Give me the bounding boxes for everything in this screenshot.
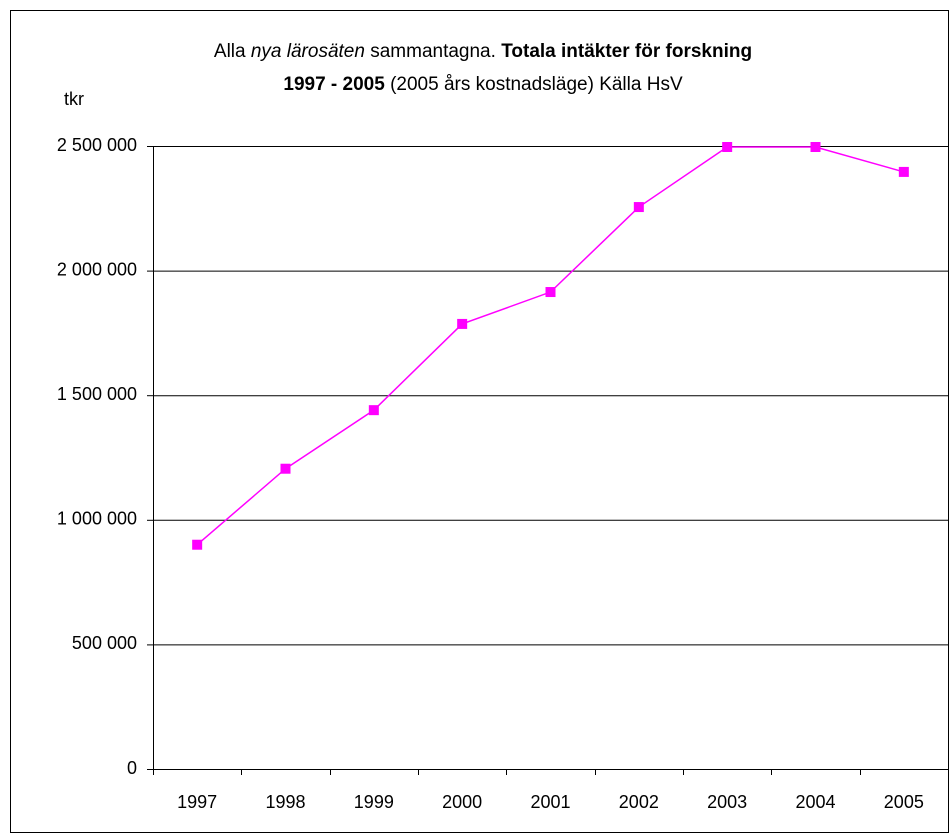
title-part: sammantagna. <box>365 41 501 62</box>
data-point <box>722 141 733 152</box>
y-tick-label: 2 000 000 <box>57 259 137 279</box>
data-point <box>898 166 909 177</box>
y-tick-label: 0 <box>127 758 137 778</box>
data-point <box>368 405 379 416</box>
x-tick-label: 2004 <box>795 792 835 812</box>
data-point <box>280 463 291 474</box>
x-tick-label: 2003 <box>707 792 747 812</box>
x-tick-label: 2002 <box>619 792 659 812</box>
data-point <box>633 202 644 213</box>
y-axis-label: tkr <box>64 89 84 109</box>
title-part: (2005 års kostnadsläge) Källa HsV <box>385 74 683 95</box>
chart-border <box>10 10 949 833</box>
chart-title: Alla nya lärosäten sammantagna. Totala i… <box>214 41 752 62</box>
x-tick-label: 1997 <box>177 792 217 812</box>
x-tick-label: 2001 <box>530 792 570 812</box>
data-point <box>545 287 556 298</box>
series-line <box>196 146 905 546</box>
x-tick-label: 2005 <box>884 792 924 812</box>
data-point <box>457 318 468 329</box>
title-part: 1997 - 2005 <box>283 74 385 95</box>
y-tick-label: 1 500 000 <box>57 384 137 404</box>
y-tick-label: 2 500 000 <box>57 135 137 155</box>
title-part: Totala intäkter för forskning <box>501 41 752 62</box>
x-tick-label: 1998 <box>265 792 305 812</box>
y-tick-label: 1 000 000 <box>57 509 137 529</box>
x-tick-label: 2000 <box>442 792 482 812</box>
title-part: Alla <box>214 41 251 62</box>
y-tick-label: 500 000 <box>72 633 137 653</box>
data-point <box>810 141 821 152</box>
x-tick-label: 1999 <box>354 792 394 812</box>
title-part: nya lärosäten <box>251 41 365 62</box>
data-point <box>192 539 203 550</box>
chart-title: 1997 - 2005 (2005 års kostnadsläge) Käll… <box>283 74 683 95</box>
